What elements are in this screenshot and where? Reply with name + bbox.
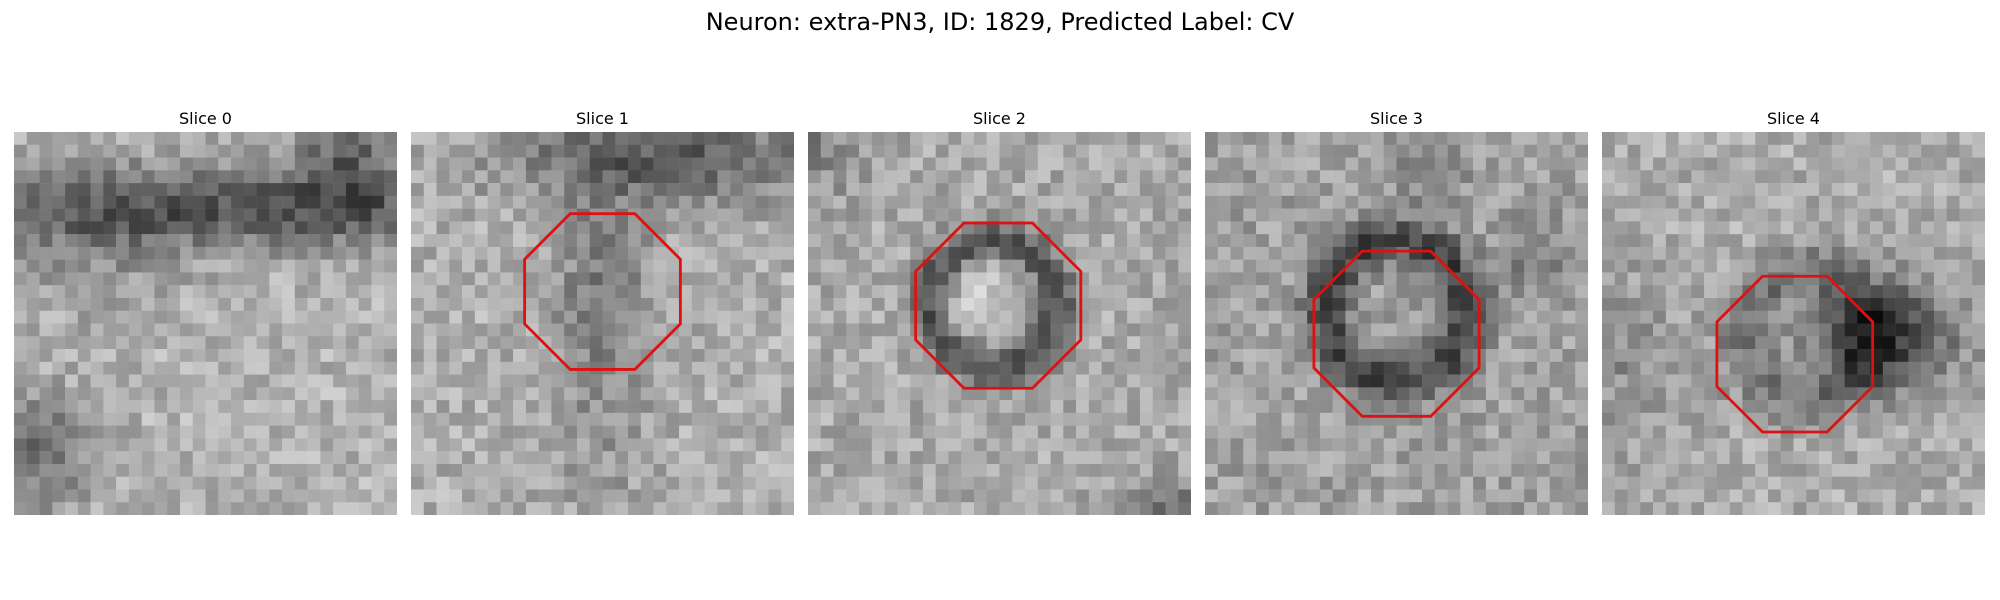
slice-panel-4: Slice 4 [1602, 108, 1985, 515]
grayscale-slice-image [1602, 132, 1985, 515]
figure-title: Neuron: extra-PN3, ID: 1829, Predicted L… [705, 8, 1295, 36]
roi-contour [914, 221, 1083, 390]
slice-title: Slice 0 [179, 109, 232, 128]
slice-panel-0: Slice 0 [14, 108, 397, 515]
grayscale-slice-image [14, 132, 397, 515]
grayscale-slice-image [808, 132, 1191, 515]
slice-panel-3: Slice 3 [1205, 108, 1588, 515]
slice-panel-1: Slice 1 [411, 108, 794, 515]
grayscale-slice-image [411, 132, 794, 515]
slice-title: Slice 4 [1767, 109, 1820, 128]
slice-title: Slice 2 [973, 109, 1026, 128]
slice-title: Slice 3 [1370, 109, 1423, 128]
roi-contour [1312, 249, 1481, 418]
grayscale-slice-image [1205, 132, 1588, 515]
slice-panel-2: Slice 2 [808, 108, 1191, 515]
roi-contour [523, 212, 682, 371]
roi-contour [1715, 274, 1875, 434]
slice-title: Slice 1 [576, 109, 629, 128]
